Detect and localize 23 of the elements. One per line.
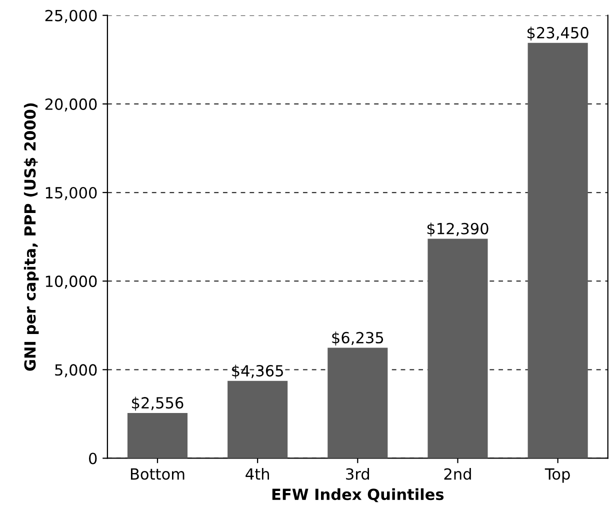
- data-label: $4,365: [232, 364, 283, 379]
- y-tick-label: 25,000: [45, 10, 97, 23]
- data-label: $12,390: [427, 222, 488, 236]
- y-tick-label: 10,000: [46, 276, 97, 289]
- x-tick-label: Top: [544, 468, 570, 483]
- y-tick-label: 0: [89, 452, 97, 464]
- x-tick-label: 3rd: [346, 468, 369, 480]
- x-axis-title: EFW Index Quintiles: [272, 488, 444, 502]
- y-axis-title: GNI per capita, PPP (US$ 2000): [24, 103, 39, 371]
- bar: [127, 412, 188, 458]
- y-tick-label: 15,000: [46, 186, 97, 200]
- bar: [428, 238, 488, 458]
- x-tick-label: 4th: [246, 468, 269, 480]
- x-tick-label: Bottom: [130, 468, 184, 480]
- bar: [328, 348, 388, 458]
- y-tick-label: 20,000: [45, 98, 97, 112]
- bar: [528, 42, 588, 458]
- data-label: $2,556: [132, 396, 184, 411]
- data-label: $23,450: [527, 26, 588, 40]
- y-tick-label: 5,000: [55, 364, 97, 378]
- x-tick-label: 2nd: [444, 468, 471, 480]
- bar: [228, 380, 288, 458]
- data-label: $6,235: [332, 332, 384, 346]
